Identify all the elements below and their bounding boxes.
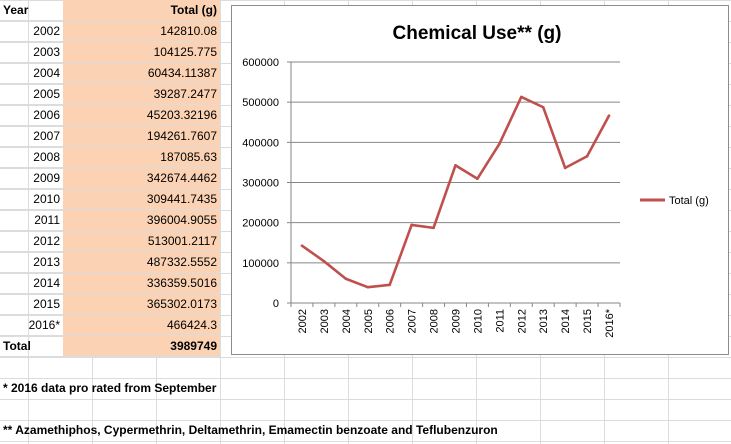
table-row: 2016* 466424.3 bbox=[0, 315, 220, 336]
x-tick-label: 2003 bbox=[319, 309, 331, 333]
x-tick-label: 2010 bbox=[472, 309, 484, 333]
year-cell[interactable]: 2011 bbox=[34, 213, 60, 227]
total-cell[interactable]: 187085.63 bbox=[160, 150, 217, 164]
table-row: 2009 342674.4462 bbox=[0, 168, 220, 189]
legend-label: Total (g) bbox=[669, 195, 709, 207]
total-cell[interactable]: 60434.11387 bbox=[147, 66, 217, 80]
footnote-chemicals[interactable]: ** Azamethiphos, Cypermethrin, Deltameth… bbox=[3, 423, 498, 437]
data-point[interactable] bbox=[585, 154, 589, 158]
y-tick-label: 500000 bbox=[242, 97, 279, 109]
data-point[interactable] bbox=[498, 142, 501, 146]
y-tick-label: 0 bbox=[273, 298, 279, 310]
data-point[interactable] bbox=[476, 177, 479, 181]
x-tick-label: 2004 bbox=[341, 309, 353, 333]
x-tick-label: 2011 bbox=[494, 309, 506, 333]
year-cell[interactable]: 2006 bbox=[33, 108, 60, 122]
table-row: 2013 487332.5552 bbox=[0, 252, 220, 273]
total-cell[interactable]: 466424.3 bbox=[166, 318, 217, 332]
table-row: 2006 45203.32196 bbox=[0, 105, 220, 126]
total-cell[interactable]: 309441.7435 bbox=[146, 192, 217, 206]
year-cell[interactable]: 2005 bbox=[33, 87, 60, 101]
header-year[interactable]: Year bbox=[3, 3, 29, 17]
x-tick-label: 2006 bbox=[385, 309, 397, 333]
x-tick-label: 2014 bbox=[560, 309, 572, 333]
table-row: 2011 396004.9055 bbox=[0, 210, 220, 231]
x-tick-label: 2007 bbox=[407, 309, 419, 333]
year-cell[interactable]: 2009 bbox=[33, 171, 60, 185]
data-point[interactable] bbox=[607, 114, 611, 117]
total-cell[interactable]: 104125.775 bbox=[153, 45, 217, 59]
total-cell[interactable]: 39287.2477 bbox=[153, 87, 217, 101]
header-row: Year Total (g) bbox=[0, 0, 220, 21]
total-column-fill bbox=[63, 0, 220, 357]
x-tick-label: 2009 bbox=[451, 309, 463, 333]
y-tick-label: 100000 bbox=[242, 258, 279, 270]
footnote-2016[interactable]: * 2016 data pro rated from September bbox=[3, 381, 217, 395]
x-tick-label: 2015 bbox=[582, 309, 594, 333]
total-cell[interactable]: 336359.5016 bbox=[146, 276, 217, 290]
table-row: 2007 194261.7607 bbox=[0, 126, 220, 147]
y-tick-label: 400000 bbox=[242, 137, 279, 149]
data-point[interactable] bbox=[563, 166, 567, 170]
x-tick-label: 2002 bbox=[297, 309, 309, 333]
total-cell[interactable]: 513001.2117 bbox=[147, 234, 217, 248]
total-label[interactable]: Total bbox=[3, 339, 31, 353]
header-total[interactable]: Total (g) bbox=[170, 3, 217, 17]
year-cell[interactable]: 2013 bbox=[33, 255, 60, 269]
y-tick-label: 200000 bbox=[242, 218, 279, 230]
year-cell[interactable]: 2007 bbox=[33, 129, 60, 143]
year-cell[interactable]: 2016* bbox=[28, 318, 60, 332]
table-row: 2010 309441.7435 bbox=[0, 189, 220, 210]
data-point[interactable] bbox=[388, 283, 391, 287]
x-tick-label: 2016* bbox=[604, 308, 616, 337]
table-row: 2008 187085.63 bbox=[0, 147, 220, 168]
chart-title: Chemical Use** (g) bbox=[393, 23, 562, 44]
year-cell[interactable]: 2014 bbox=[33, 276, 60, 290]
data-point[interactable] bbox=[366, 285, 370, 289]
total-cell[interactable]: 365302.0173 bbox=[146, 297, 217, 311]
year-cell[interactable]: 2002 bbox=[33, 24, 60, 38]
total-cell[interactable]: 487332.5552 bbox=[146, 255, 217, 269]
series-line-total[interactable] bbox=[301, 95, 611, 289]
year-cell[interactable]: 2003 bbox=[33, 45, 60, 59]
table-row: 2003 104125.775 bbox=[0, 42, 220, 63]
year-cell[interactable]: 2010 bbox=[33, 192, 60, 206]
data-point[interactable] bbox=[344, 277, 348, 281]
x-tick-label: 2012 bbox=[516, 309, 528, 333]
year-cell[interactable]: 2015 bbox=[33, 297, 60, 311]
data-point[interactable] bbox=[454, 164, 457, 167]
total-value[interactable]: 3989749 bbox=[170, 339, 217, 353]
year-cell[interactable]: 2008 bbox=[33, 150, 60, 164]
chart[interactable]: Chemical Use** (g) Total (g) 0 100000 2000… bbox=[231, 5, 729, 355]
table-row: 2014 336359.5016 bbox=[0, 273, 220, 294]
total-cell[interactable]: 45203.32196 bbox=[146, 108, 217, 122]
data-point[interactable] bbox=[520, 95, 523, 99]
data-point[interactable] bbox=[322, 259, 326, 263]
y-tick-label: 300000 bbox=[242, 178, 279, 190]
data-point[interactable] bbox=[432, 226, 435, 230]
total-row: Total 3989749 bbox=[0, 336, 220, 357]
total-cell[interactable]: 342674.4462 bbox=[146, 171, 217, 185]
data-point[interactable] bbox=[300, 244, 304, 247]
table-row: 2012 513001.2117 bbox=[0, 231, 220, 252]
x-tick-label: 2013 bbox=[538, 309, 550, 333]
table-row: 2005 39287.2477 bbox=[0, 84, 220, 105]
data-point[interactable] bbox=[541, 105, 545, 109]
total-cell[interactable]: 142810.08 bbox=[160, 24, 217, 38]
table-row: 2004 60434.11387 bbox=[0, 63, 220, 84]
x-tick-label: 2008 bbox=[429, 309, 441, 333]
y-tick-label: 600000 bbox=[242, 57, 279, 69]
x-tick-label: 2005 bbox=[363, 309, 375, 333]
year-cell[interactable]: 2004 bbox=[33, 66, 60, 80]
total-cell[interactable]: 396004.9055 bbox=[146, 213, 217, 227]
table-row: 2002 142810.08 bbox=[0, 21, 220, 42]
year-cell[interactable]: 2012 bbox=[33, 234, 60, 248]
table-row: 2015 365302.0173 bbox=[0, 294, 220, 315]
total-cell[interactable]: 194261.7607 bbox=[146, 129, 217, 143]
data-point[interactable] bbox=[410, 223, 413, 227]
